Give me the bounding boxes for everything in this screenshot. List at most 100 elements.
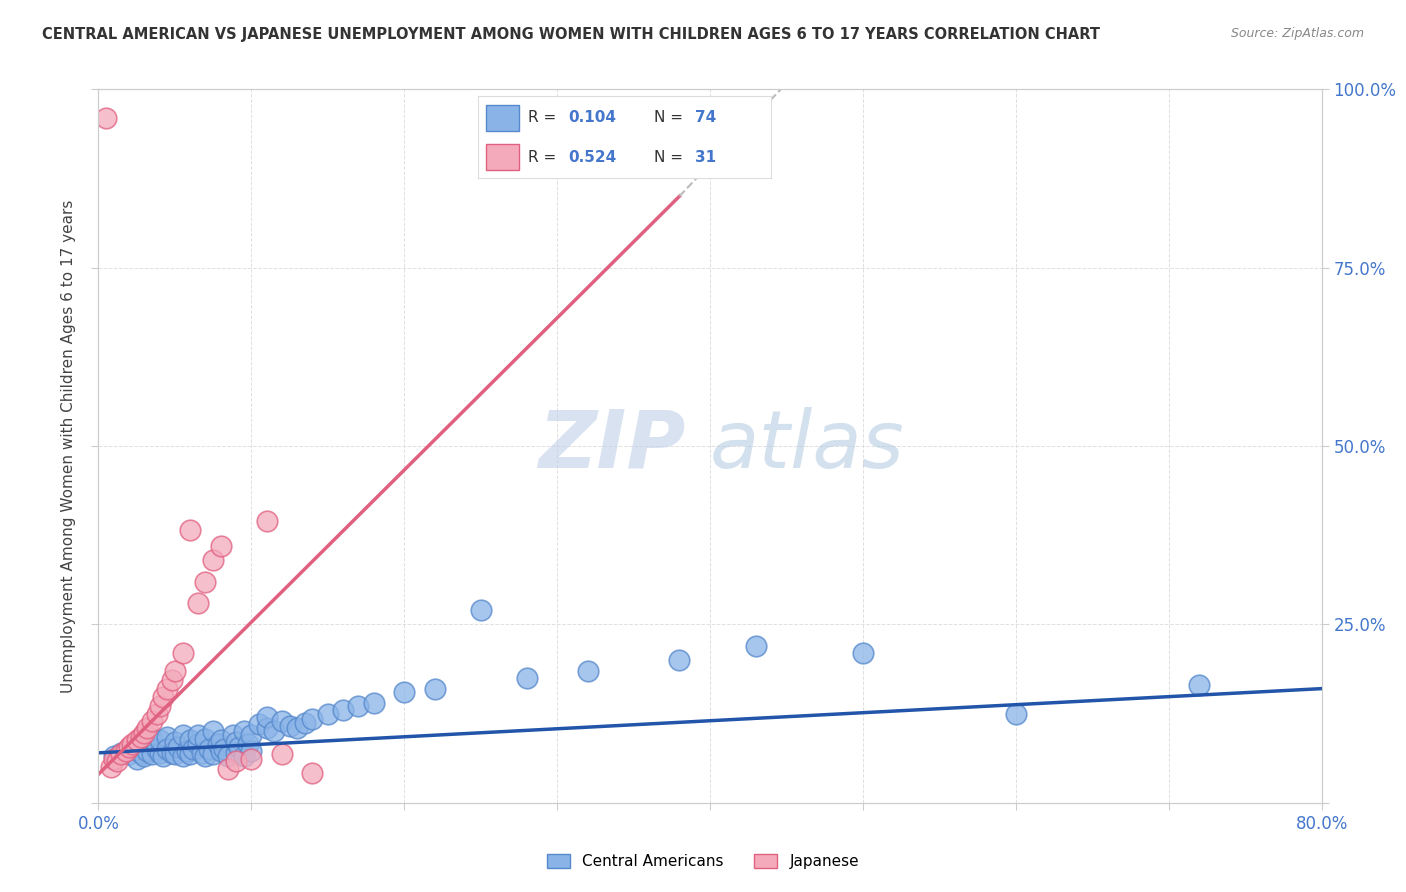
Point (145, 742, 167, 756)
Point (115, 744, 138, 758)
Point (160, 746, 183, 760)
Point (105, 755, 128, 769)
Point (179, 733, 201, 747)
Point (209, 733, 232, 747)
Point (160, 673, 183, 687)
Point (470, 603, 492, 617)
Point (225, 746, 247, 760)
Point (149, 733, 172, 747)
Point (217, 762, 239, 776)
Point (745, 639, 768, 653)
Point (125, 751, 148, 765)
Point (134, 726, 156, 740)
Point (278, 719, 301, 733)
Point (167, 740, 190, 755)
Point (110, 746, 132, 760)
Point (197, 742, 219, 756)
Text: CENTRAL AMERICAN VS JAPANESE UNEMPLOYMENT AMONG WOMEN WITH CHILDREN AGES 6 TO 17: CENTRAL AMERICAN VS JAPANESE UNEMPLOYMEN… (42, 27, 1099, 42)
Point (181, 742, 204, 756)
Point (222, 728, 245, 742)
Point (516, 671, 538, 685)
Point (103, 751, 125, 765)
Point (187, 737, 209, 751)
Point (103, 749, 125, 764)
Point (118, 747, 141, 762)
Text: Source: ZipAtlas.com: Source: ZipAtlas.com (1230, 27, 1364, 40)
Point (121, 737, 143, 751)
Point (263, 724, 285, 739)
Point (194, 749, 217, 764)
Point (115, 744, 138, 758)
Point (163, 747, 186, 762)
Y-axis label: Unemployment Among Women with Children Ages 6 to 17 years: Unemployment Among Women with Children A… (60, 199, 76, 693)
Point (256, 721, 278, 735)
Point (294, 715, 316, 730)
Point (156, 742, 179, 756)
Point (172, 749, 194, 764)
Point (392, 685, 416, 699)
Point (179, 747, 201, 762)
Point (247, 717, 270, 731)
Point (316, 706, 339, 721)
Point (212, 742, 235, 756)
Point (240, 728, 263, 742)
Point (136, 721, 159, 735)
Point (209, 744, 232, 758)
Point (187, 728, 209, 742)
Text: atlas: atlas (710, 407, 905, 485)
Point (149, 699, 172, 714)
Point (202, 747, 225, 762)
Point (125, 733, 148, 747)
Point (270, 747, 292, 762)
Point (156, 730, 179, 744)
Point (668, 653, 690, 667)
Point (232, 749, 254, 764)
Point (225, 755, 247, 769)
Point (194, 731, 217, 746)
Point (129, 730, 152, 744)
Point (172, 646, 194, 660)
Point (163, 735, 186, 749)
Point (136, 744, 159, 758)
Point (145, 706, 167, 721)
Point (207, 737, 229, 751)
Point (256, 514, 278, 528)
Point (129, 746, 152, 760)
Point (576, 664, 599, 678)
Point (94, 111, 117, 125)
Point (202, 724, 225, 739)
Point (100, 760, 122, 774)
Point (363, 696, 385, 710)
Point (163, 664, 186, 678)
Point (301, 765, 323, 780)
Point (121, 742, 143, 756)
Point (256, 710, 278, 724)
Point (270, 714, 292, 728)
Point (301, 712, 323, 726)
Point (1188, 678, 1211, 692)
Point (238, 737, 260, 751)
Point (125, 739, 148, 753)
Point (225, 735, 247, 749)
Point (852, 646, 875, 660)
Point (423, 681, 446, 696)
Point (149, 746, 172, 760)
Point (156, 681, 179, 696)
Point (240, 751, 263, 765)
Point (347, 699, 370, 714)
Point (240, 744, 263, 758)
Point (217, 749, 239, 764)
Point (209, 539, 232, 553)
Point (332, 703, 354, 717)
Point (134, 735, 156, 749)
Point (228, 740, 250, 755)
Point (152, 690, 174, 705)
Point (141, 731, 163, 746)
Point (141, 714, 163, 728)
Text: ZIP: ZIP (538, 407, 686, 485)
Point (194, 574, 217, 589)
Point (179, 523, 201, 537)
Point (202, 553, 225, 567)
Point (172, 728, 194, 742)
Point (1004, 706, 1026, 721)
